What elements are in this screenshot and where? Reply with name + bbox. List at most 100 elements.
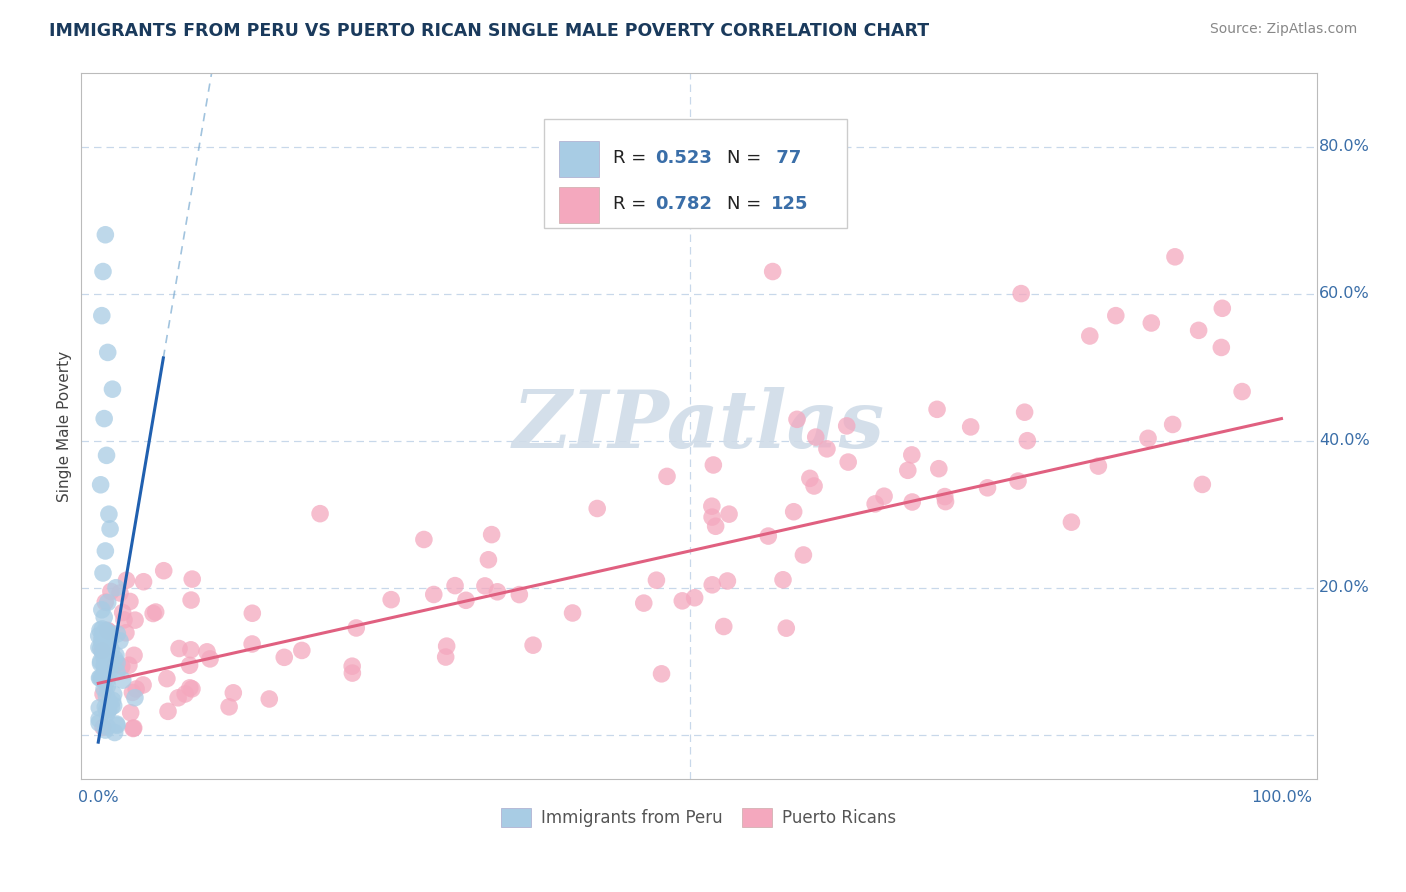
Point [1140,316,1163,330]
Point [925,402,948,417]
Point [132,574,155,589]
Point [474,579,496,593]
Point [1014,405,1036,419]
Point [105,656,128,670]
Point [97,595,120,609]
Point [118,594,141,608]
Point [1230,384,1253,399]
Point [835,418,858,433]
Point [111,606,134,620]
Point [108,586,131,600]
Point [96,669,118,683]
Point [1191,477,1213,491]
Point [240,637,263,651]
FancyBboxPatch shape [544,119,846,228]
Point [94,227,117,242]
Point [91,628,114,642]
Point [111,673,134,688]
Point [561,606,583,620]
Point [104,648,127,663]
Point [93,411,115,425]
Point [87,712,110,726]
Point [94,544,117,558]
Point [112,613,135,627]
Point [1161,417,1184,432]
Text: 20.0%: 20.0% [1319,580,1369,595]
Point [105,581,128,595]
Point [486,584,509,599]
Point [94,595,117,609]
Point [142,607,165,621]
Point [89,671,111,685]
Point [792,548,814,562]
Point [87,629,110,643]
Point [122,722,145,736]
Point [97,625,120,640]
Point [928,461,950,475]
Point [775,621,797,635]
Point [120,706,142,720]
Point [105,717,128,731]
FancyBboxPatch shape [560,141,599,177]
Point [96,689,118,703]
Point [105,627,128,641]
Text: IMMIGRANTS FROM PERU VS PUERTO RICAN SINGLE MALE POVERTY CORRELATION CHART: IMMIGRANTS FROM PERU VS PUERTO RICAN SIN… [49,22,929,40]
Point [1188,323,1211,337]
Point [125,681,148,696]
Point [91,687,114,701]
Point [1164,250,1187,264]
Point [782,505,804,519]
Text: R =: R = [613,149,652,167]
Point [91,622,114,636]
Point [105,665,128,680]
Text: 0.0%: 0.0% [77,790,118,805]
Point [344,621,367,635]
Point [273,650,295,665]
Point [124,613,146,627]
Point [198,652,221,666]
Point [97,662,120,676]
Point [340,659,363,673]
Point [804,430,827,444]
Point [96,706,118,721]
Point [522,638,544,652]
Point [1105,309,1128,323]
Point [152,564,174,578]
Point [702,578,724,592]
Point [89,623,111,637]
FancyBboxPatch shape [560,186,599,223]
Point [174,687,197,701]
Point [291,643,314,657]
Point [156,704,179,718]
Point [815,442,838,456]
Point [111,659,134,673]
Point [309,507,332,521]
Point [101,693,124,707]
Point [90,309,112,323]
Point [934,490,956,504]
Text: 60.0%: 60.0% [1319,286,1369,301]
Point [91,566,114,580]
Point [91,644,114,658]
Point [118,658,141,673]
Point [103,698,125,713]
Point [97,627,120,641]
Point [104,725,127,739]
Point [863,497,886,511]
Point [180,642,202,657]
Point [181,681,204,696]
Point [145,605,167,619]
Point [105,718,128,732]
Point [98,664,121,678]
Point [97,507,120,521]
Point [218,699,240,714]
Point [132,678,155,692]
Point [655,469,678,483]
Point [87,640,110,655]
Point [96,448,118,462]
Point [115,625,138,640]
Point [97,624,120,639]
Point [179,681,201,695]
Point [100,700,122,714]
Point [93,673,115,687]
